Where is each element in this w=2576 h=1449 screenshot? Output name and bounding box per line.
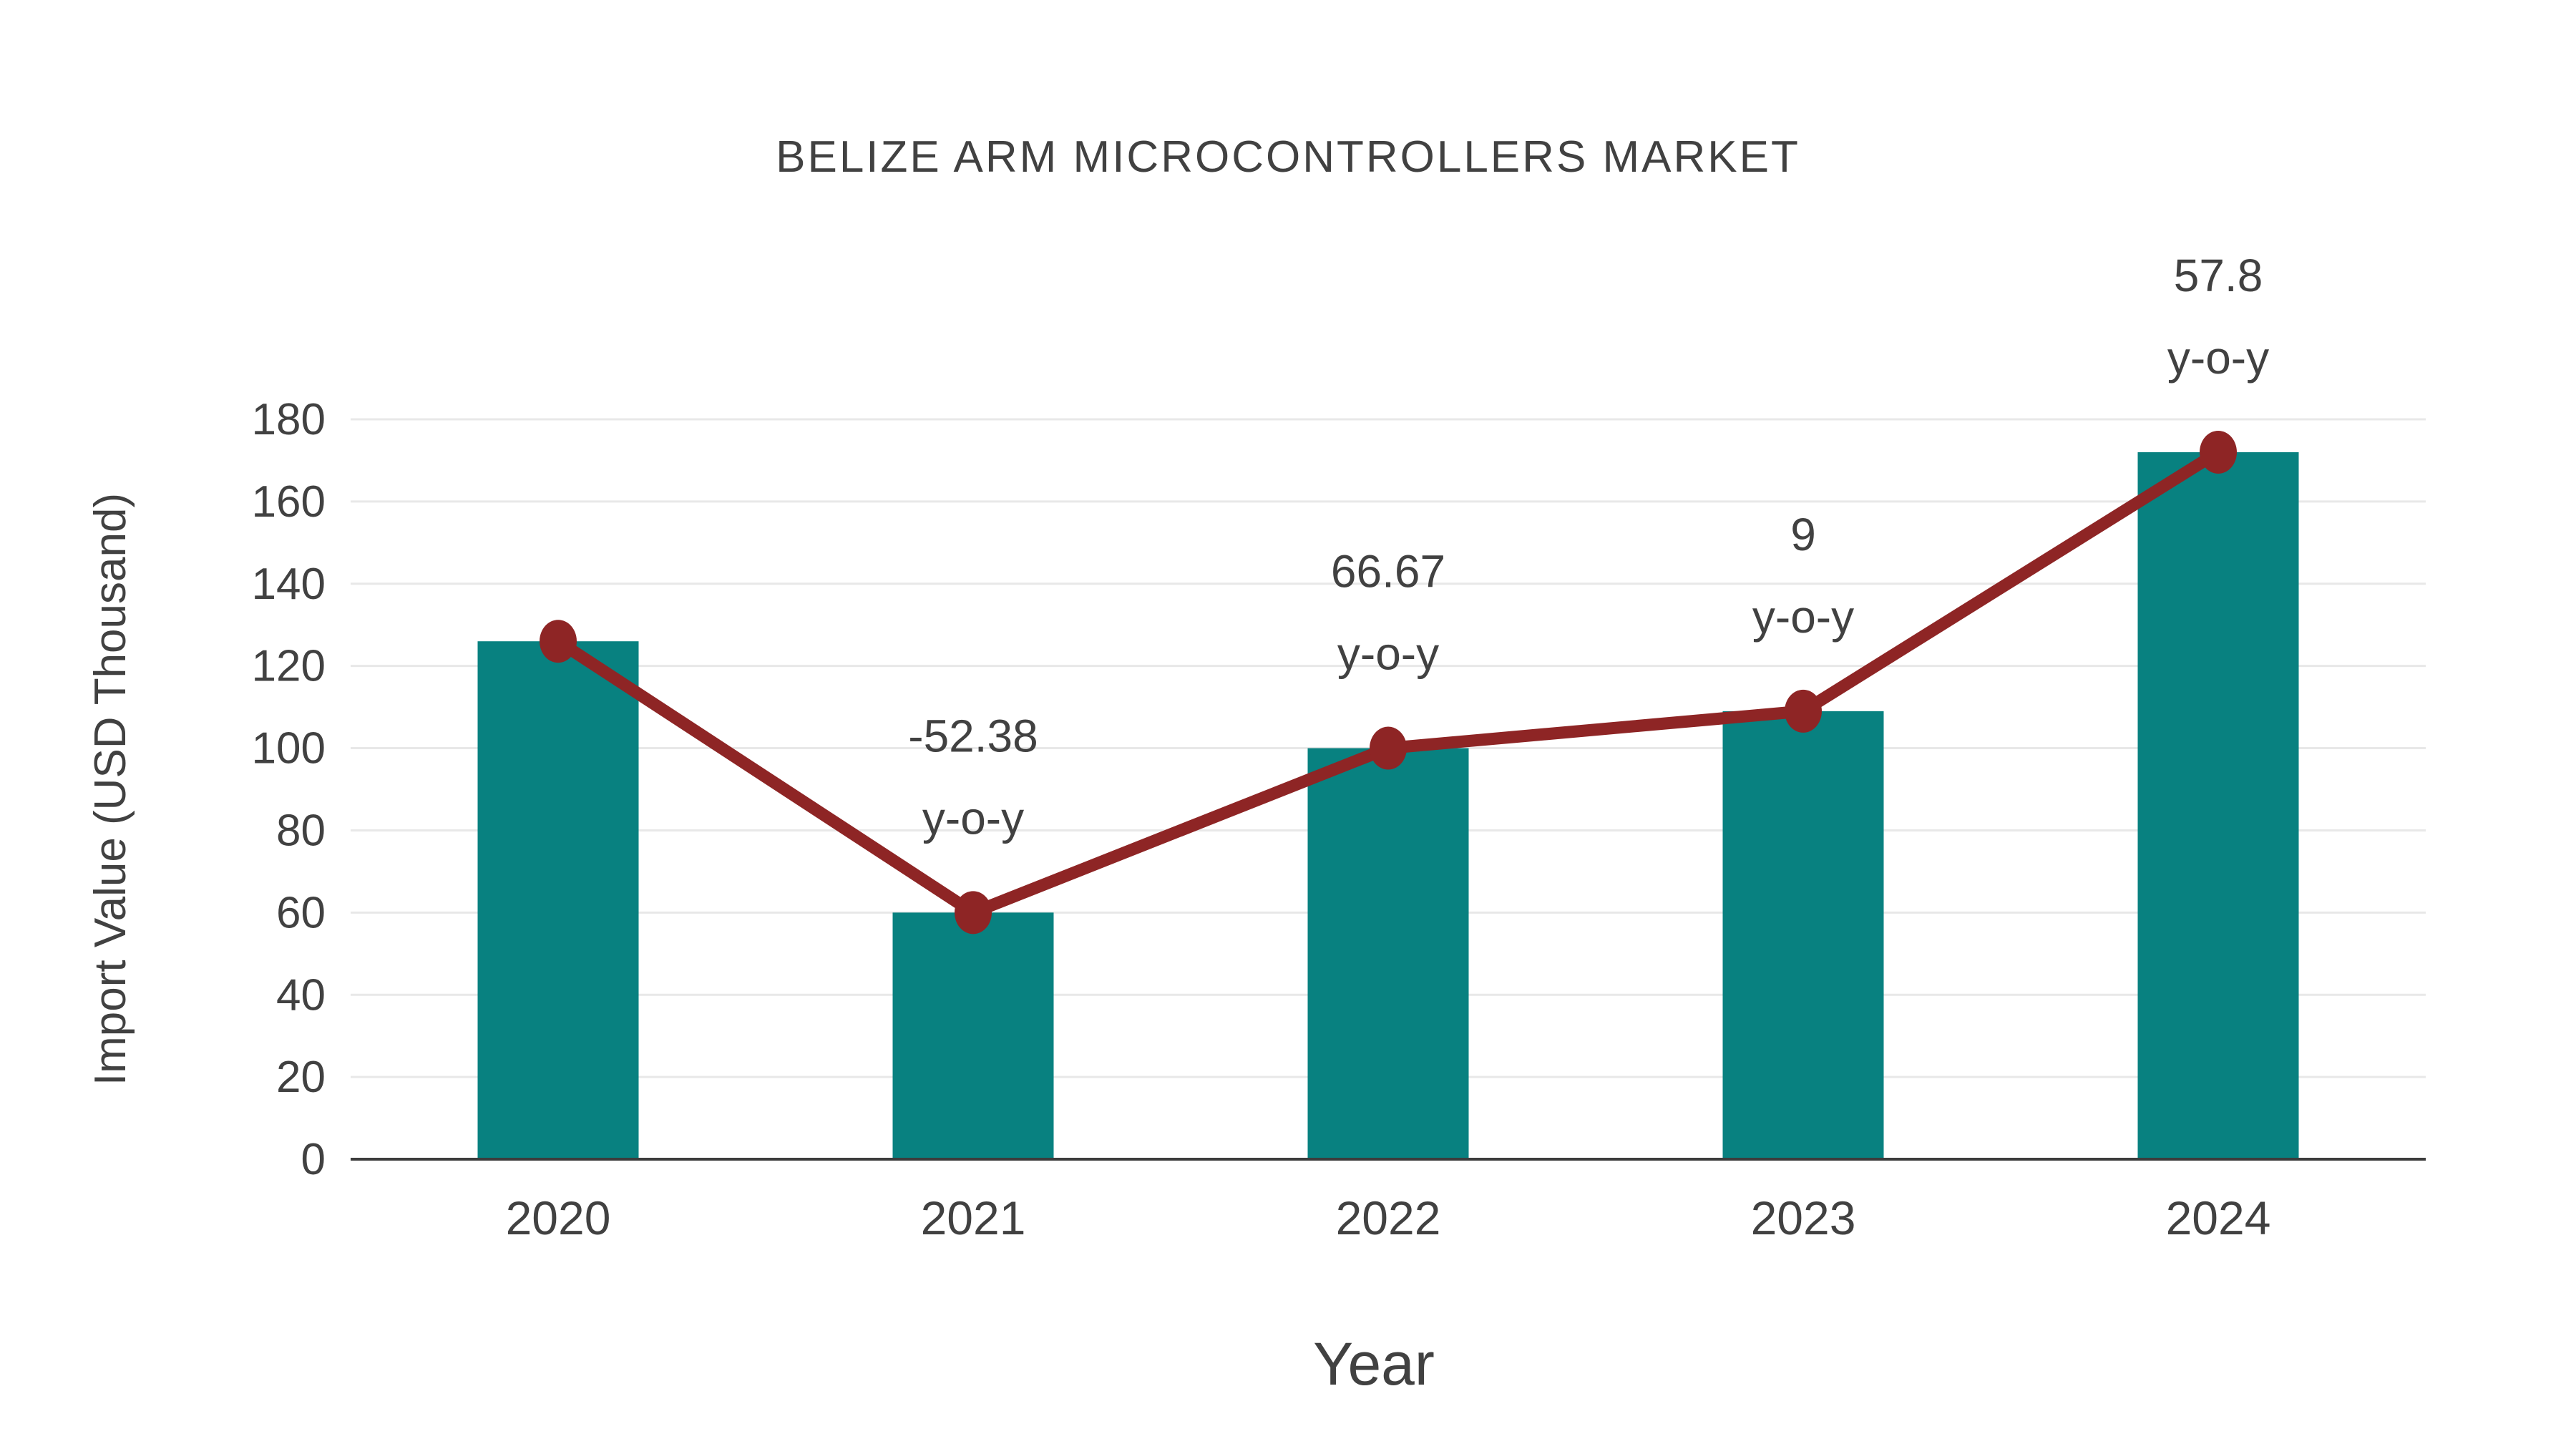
annotation-value-2024: 57.8 xyxy=(2174,250,2263,301)
x-tick-label-2023: 2023 xyxy=(1751,1191,1856,1244)
marker-2023 xyxy=(1785,689,1822,733)
y-tick-label-160: 160 xyxy=(252,477,326,527)
annotation-value-2021: -52.38 xyxy=(908,710,1038,761)
x-tick-label-2024: 2024 xyxy=(2166,1191,2271,1244)
marker-2020 xyxy=(540,620,577,663)
y-tick-label-120: 120 xyxy=(252,642,326,691)
x-tick-label-2022: 2022 xyxy=(1336,1191,1441,1244)
annotation-value-2022: 66.67 xyxy=(1331,546,1445,597)
bar-2020 xyxy=(477,641,639,1159)
y-tick-label-40: 40 xyxy=(276,970,326,1020)
bar-2024 xyxy=(2137,452,2299,1159)
annotation-label-2024: y-o-y xyxy=(2167,332,2269,384)
y-tick-label-60: 60 xyxy=(276,888,326,937)
annotation-label-2022: y-o-y xyxy=(1337,628,1439,680)
x-tick-label-2020: 2020 xyxy=(506,1191,611,1244)
x-axis-title: Year xyxy=(1313,1330,1435,1397)
y-tick-label-100: 100 xyxy=(252,724,326,774)
chart-title: BELIZE ARM MICROCONTROLLERS MARKET xyxy=(776,132,1800,182)
annotation-label-2023: y-o-y xyxy=(1752,591,1854,643)
x-tick-label-2021: 2021 xyxy=(921,1191,1026,1244)
y-tick-label-80: 80 xyxy=(276,806,326,856)
annotation-label-2021: y-o-y xyxy=(922,792,1024,844)
bar-2023 xyxy=(1722,711,1884,1159)
bar-2021 xyxy=(892,912,1054,1159)
y-axis-title: Import Value (USD Thousand) xyxy=(86,493,135,1085)
y-tick-label-140: 140 xyxy=(252,560,326,609)
marker-2024 xyxy=(2200,430,2237,474)
y-tick-label-20: 20 xyxy=(276,1053,326,1102)
y-tick-label-180: 180 xyxy=(252,395,326,444)
marker-2021 xyxy=(955,891,992,935)
annotation-value-2023: 9 xyxy=(1790,509,1816,560)
y-tick-label-0: 0 xyxy=(301,1135,326,1184)
marker-2022 xyxy=(1370,726,1407,770)
bar-2022 xyxy=(1307,748,1469,1159)
